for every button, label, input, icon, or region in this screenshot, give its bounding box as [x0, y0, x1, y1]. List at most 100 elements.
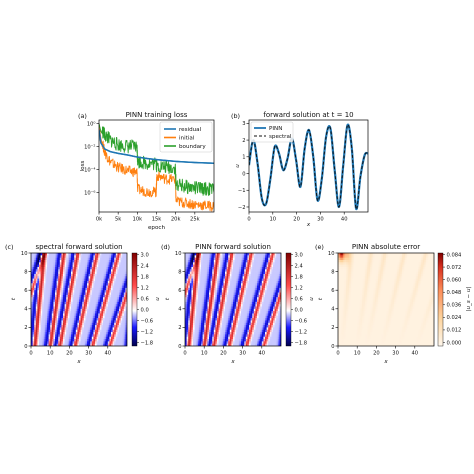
heatmap-cell-c	[34, 320, 37, 324]
heatmap-cell-c	[112, 334, 115, 338]
heatmap-cell-c	[99, 262, 102, 265]
heatmap-cell-d	[237, 308, 240, 312]
heatmap-cell-d	[185, 264, 187, 268]
heatmap-cell-d	[186, 301, 189, 305]
heatmap-cell-d	[197, 306, 200, 310]
heatmap-cell-c	[34, 343, 37, 346]
heatmap-cell-d	[257, 327, 259, 331]
heatmap-cell-d	[277, 269, 280, 272]
heatmap-cell-d	[252, 273, 255, 277]
heatmap-cell-c	[117, 276, 120, 279]
heatmap-cell-c	[66, 283, 69, 286]
heatmap-cell-d	[260, 334, 263, 338]
heatmap-cell-c	[120, 336, 123, 340]
heatmap-cell-d	[228, 255, 231, 258]
heatmap-cell-c	[87, 294, 89, 298]
heatmap-cell-d	[218, 325, 221, 328]
heatmap-cell-c	[42, 311, 45, 314]
heatmap-cell-d	[236, 299, 239, 303]
heatmap-cell-c	[115, 285, 118, 289]
heatmap-cell-d	[279, 306, 281, 310]
heatmap-cell-d	[253, 304, 256, 307]
heatmap-cell-d	[213, 308, 216, 312]
heatmap-cell-d	[229, 269, 232, 272]
heatmap-cell-c	[88, 294, 91, 298]
heatmap-cell-d	[247, 332, 250, 335]
heatmap-cell-c	[47, 269, 49, 272]
heatmap-cell-c	[63, 343, 65, 346]
heatmap-cell-c	[111, 285, 113, 289]
heatmap-cell-d	[188, 336, 191, 340]
heatmap-cell-d	[260, 280, 263, 284]
heatmap-cell-c	[31, 290, 33, 293]
heatmap-cell-d	[252, 269, 255, 272]
heatmap-cell-c	[112, 308, 115, 312]
heatmap-cell-c	[104, 334, 107, 338]
heatmap-cell-c	[43, 273, 46, 277]
heatmap-cell-d	[217, 278, 219, 282]
heatmap-cell-c	[114, 253, 117, 256]
heatmap-cell-d	[210, 292, 213, 296]
heatmap-cell-d	[194, 322, 197, 326]
heatmap-cell-c	[79, 339, 81, 342]
ylabel-c: t	[11, 297, 17, 300]
heatmap-cell-c	[123, 315, 126, 319]
heatmap-cell-d	[193, 285, 195, 289]
heatmap-cell-c	[55, 285, 57, 289]
heatmap-cell-c	[95, 257, 97, 261]
heatmap-cell-c	[39, 339, 41, 342]
heatmap-cell-d	[207, 343, 210, 346]
heatmap-cell-c	[58, 308, 61, 312]
heatmap-cell-d	[210, 325, 213, 328]
heatmap-cell-d	[252, 325, 255, 328]
heatmap-cell-d	[215, 322, 218, 326]
heatmap-cell-c	[98, 334, 101, 338]
heatmap-cell-c	[35, 273, 38, 277]
heatmap-cell-d	[234, 269, 237, 272]
panel-title-a: PINN training loss	[126, 111, 188, 119]
heatmap-cell-d	[234, 253, 237, 256]
heatmap-cell-d	[221, 253, 224, 256]
heatmap-cell-d	[244, 299, 247, 303]
heatmap-cell-d	[197, 294, 200, 298]
heatmap-cell-d	[223, 294, 226, 298]
heatmap-cell-c	[96, 334, 99, 338]
heatmap-cell-d	[269, 322, 272, 326]
heatmap-cell-c	[122, 264, 125, 268]
heatmap-cell-c	[77, 341, 80, 345]
heatmap-cell-d	[279, 280, 281, 284]
heatmap-cell-c	[80, 329, 83, 333]
heatmap-cell-d	[228, 285, 231, 289]
heatmap-cell-d	[274, 253, 277, 256]
heatmap-cell-c	[104, 276, 107, 279]
heatmap-cell-d	[236, 264, 239, 268]
heatmap-cell-c	[82, 283, 85, 286]
heatmap-cell-c	[80, 255, 83, 258]
heatmap-cell-c	[96, 311, 99, 314]
heatmap-cell-d	[197, 278, 200, 282]
heatmap-cell-c	[67, 273, 70, 277]
heatmap-cell-d	[239, 318, 242, 321]
heatmap-cell-c	[61, 283, 64, 286]
heatmap-cell-d	[234, 273, 237, 277]
heatmap-cell-d	[209, 304, 211, 307]
heatmap-cell-c	[101, 318, 104, 321]
heatmap-cell-c	[64, 322, 67, 326]
heatmap-cell-c	[75, 343, 78, 346]
heatmap-cell-c	[43, 332, 46, 335]
heatmap-cell-d	[257, 278, 259, 282]
heatmap-cell-d	[207, 341, 210, 345]
xtick-label-a: 5k	[115, 217, 121, 223]
heatmap-cell-c	[123, 269, 126, 272]
heatmap-cell-c	[37, 294, 40, 298]
heatmap-cell-d	[277, 264, 280, 268]
heatmap-cell-d	[263, 273, 266, 277]
heatmap-cell-d	[196, 264, 199, 268]
heatmap-cell-d	[237, 259, 240, 263]
heatmap-cell-c	[67, 269, 70, 272]
heatmap-cell-d	[255, 322, 258, 326]
heatmap-cell-d	[245, 313, 248, 317]
heatmap-cell-c	[119, 283, 121, 286]
heatmap-cell-c	[61, 311, 64, 314]
